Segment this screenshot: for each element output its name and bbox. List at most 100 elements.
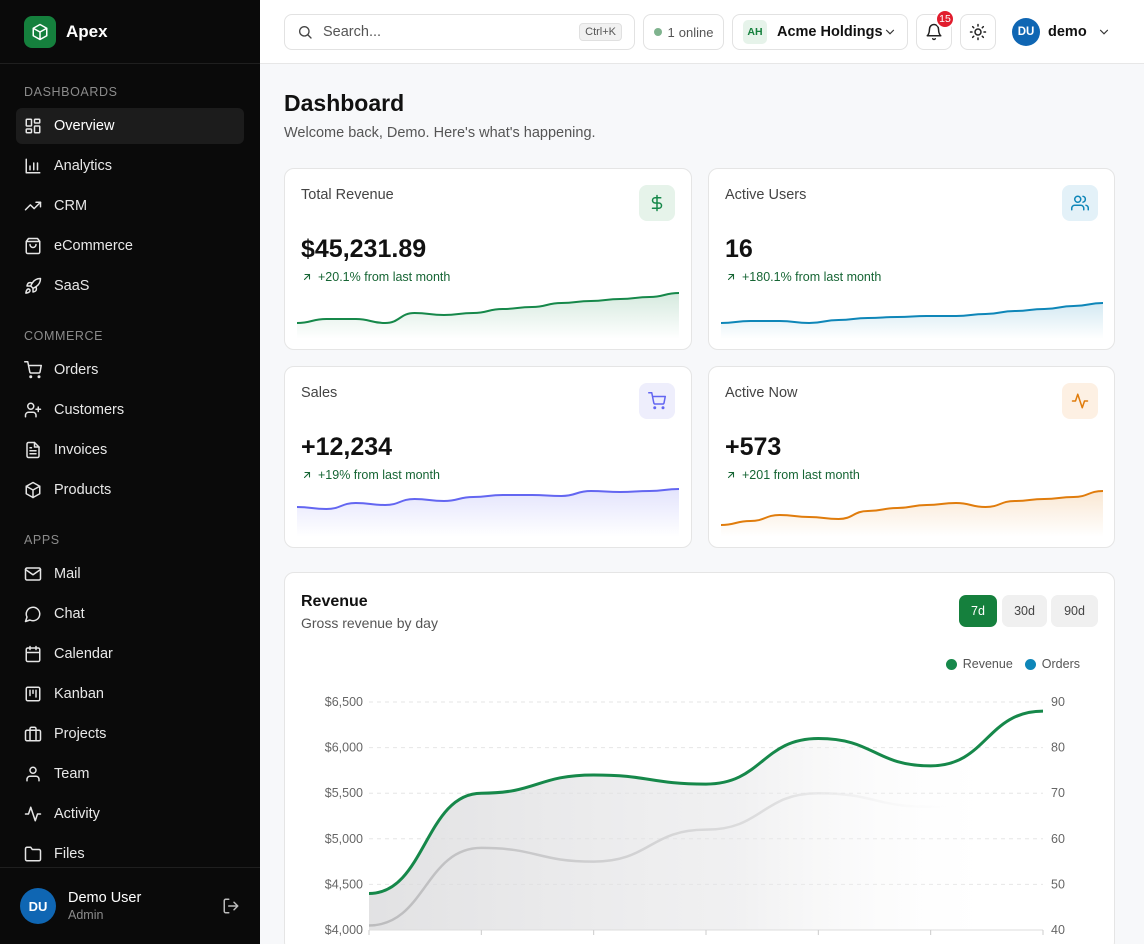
legend-dot-orders	[1024, 658, 1036, 670]
shopping-bag-icon	[24, 237, 54, 255]
legend-revenue[interactable]: Revenue	[945, 657, 1013, 671]
sidebar-item-kanban[interactable]: Kanban	[16, 676, 244, 712]
sidebar-item-invoices[interactable]: Invoices	[16, 432, 244, 468]
sparkline-line	[297, 292, 679, 325]
y-left-tick-label: $5,500	[325, 786, 363, 800]
sidebar-item-chat[interactable]: Chat	[16, 596, 244, 632]
user-menu[interactable]: DU demo	[1012, 18, 1111, 46]
notifications-button[interactable]: 15	[916, 9, 955, 50]
kpi-value: $45,231.89	[301, 235, 427, 263]
topbar: Search... Ctrl+K 1 online AH Acme Holdin…	[260, 0, 1144, 64]
arrow-up-right-icon	[301, 271, 318, 283]
sidebar-item-overview[interactable]: Overview	[16, 108, 244, 144]
nav-section-title: COMMERCE	[24, 329, 104, 343]
sidebar-item-files[interactable]: Files	[16, 836, 244, 872]
revenue-chart: $4,000 $4,500 $5,000 $5,500 $6,000 $6,500 40 50…	[325, 695, 1065, 937]
kpi-title: Sales	[301, 385, 338, 401]
search-shortcut: Ctrl+K	[579, 23, 622, 41]
sidebar-item-ecommerce[interactable]: eCommerce	[16, 228, 244, 264]
user-name: demo	[1048, 24, 1087, 40]
online-count: 1	[667, 24, 675, 40]
sidebar-item-label: Chat	[54, 606, 85, 622]
users-icon	[1062, 185, 1098, 221]
search-placeholder: Search...	[323, 24, 382, 40]
brand[interactable]: Apex	[0, 0, 260, 64]
sidebar-item-label: eCommerce	[54, 238, 133, 254]
sidebar-item-label: Analytics	[54, 158, 113, 174]
online-label: online	[678, 24, 714, 40]
sun-icon	[969, 23, 987, 41]
sidebar-item-label: Files	[54, 846, 85, 862]
sidebar: Apex DASHBOARDS Overview Analytics CRM eComm…	[0, 0, 260, 944]
search-icon	[297, 24, 313, 40]
kpi-title: Active Users	[725, 187, 807, 203]
range-7d-button[interactable]: 7d	[959, 595, 997, 627]
sidebar-item-label: Products	[54, 482, 112, 498]
kpi-delta: +19% from last month	[301, 468, 440, 482]
logout-icon[interactable]	[222, 897, 240, 915]
y-left-tick-label: $4,000	[325, 923, 363, 937]
sidebar-item-calendar[interactable]: Calendar	[16, 636, 244, 672]
kpi-delta-text: +180.1% from last month	[742, 270, 882, 284]
y-left-tick-label: $5,000	[325, 832, 363, 846]
sidebar-item-analytics[interactable]: Analytics	[16, 148, 244, 184]
kpi-delta-text: +201 from last month	[742, 468, 860, 482]
kpi-value: +12,234	[301, 433, 393, 461]
kpi-sparkline	[721, 302, 1103, 339]
sparkline-line	[721, 490, 1103, 526]
sidebar-item-activity[interactable]: Activity	[16, 796, 244, 832]
cart-icon	[24, 361, 54, 379]
user-icon	[24, 765, 54, 783]
org-switcher[interactable]: AH Acme Holdings	[732, 14, 908, 50]
sidebar-nav: DASHBOARDS Overview Analytics CRM eCommerce S…	[0, 64, 260, 872]
sidebar-item-mail[interactable]: Mail	[16, 556, 244, 592]
sparkline-area	[297, 293, 679, 339]
sparkline-line	[721, 302, 1103, 325]
kpi-card: Sales +12,234 +19% from last month	[284, 366, 692, 548]
kanban-icon	[24, 685, 54, 703]
online-dot	[653, 28, 662, 36]
cart-icon	[639, 383, 675, 419]
sidebar-item-orders[interactable]: Orders	[16, 352, 244, 388]
revenue-area	[369, 711, 1043, 930]
chart-legend: Revenue Orders	[934, 657, 1080, 671]
sidebar-item-label: Customers	[54, 402, 125, 418]
nav-section-title: APPS	[24, 533, 60, 547]
package-icon	[24, 481, 54, 499]
kpi-delta-text: +20.1% from last month	[318, 270, 451, 284]
y-right-tick-label: 70	[1051, 786, 1065, 800]
sidebar-item-products[interactable]: Products	[16, 472, 244, 508]
sidebar-item-saas[interactable]: SaaS	[16, 268, 244, 304]
sidebar-item-customers[interactable]: Customers	[16, 392, 244, 428]
chevron-down-icon	[883, 25, 897, 39]
search-input[interactable]: Search... Ctrl+K	[284, 14, 635, 50]
sidebar-item-projects[interactable]: Projects	[16, 716, 244, 752]
page-title: Dashboard	[284, 90, 405, 116]
calendar-icon	[24, 645, 54, 663]
sidebar-item-team[interactable]: Team	[16, 756, 244, 792]
layout-grid-icon	[24, 117, 54, 135]
sparkline-area	[297, 489, 679, 537]
user-name: Demo User	[68, 890, 142, 906]
theme-toggle-button[interactable]	[960, 14, 996, 50]
kpi-card: Active Users 16 +180.1% from last month	[708, 168, 1115, 350]
bell-icon	[925, 23, 943, 41]
range-30d-button[interactable]: 30d	[1002, 595, 1047, 627]
sidebar-item-crm[interactable]: CRM	[16, 188, 244, 224]
chat-icon	[24, 605, 54, 623]
y-left-tick-label: $4,500	[325, 877, 363, 891]
trending-up-icon	[24, 197, 54, 215]
arrow-up-right-icon	[725, 271, 742, 283]
orders-line	[368, 782, 1044, 927]
kpi-delta: +20.1% from last month	[301, 270, 450, 284]
briefcase-icon	[24, 725, 54, 743]
range-90d-button[interactable]: 90d	[1051, 595, 1098, 627]
legend-orders[interactable]: Orders	[1024, 657, 1080, 671]
revenue-line	[368, 709, 1044, 896]
avatar[interactable]: DU	[20, 888, 56, 924]
kpi-value: 16	[725, 235, 753, 263]
nav-section-title: DASHBOARDS	[24, 85, 118, 99]
online-status[interactable]: 1 online	[643, 14, 724, 50]
kpi-title: Total Revenue	[301, 187, 394, 203]
arrow-up-right-icon	[301, 469, 318, 481]
